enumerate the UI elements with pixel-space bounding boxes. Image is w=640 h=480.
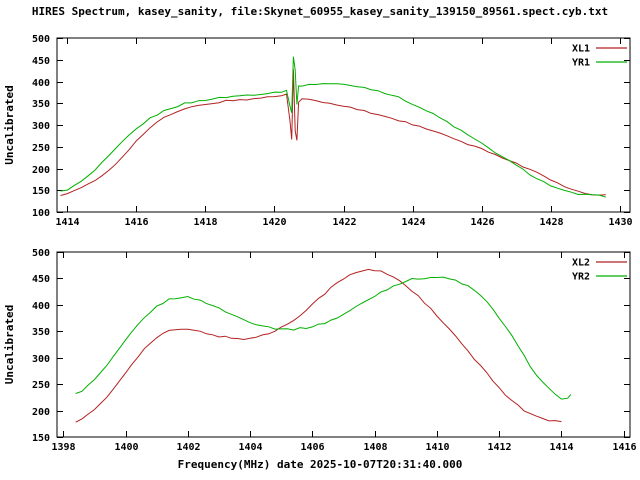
svg-text:350: 350	[32, 99, 50, 110]
svg-text:1420: 1420	[262, 217, 286, 228]
svg-text:150: 150	[32, 186, 50, 197]
spectrum-panel-top: 1414 1416 1418 1420 1422 1424 1426 1428 1430 100 1…	[3, 34, 633, 228]
legend-label-XL2: XL2	[572, 258, 590, 269]
svg-text:150: 150	[32, 433, 50, 444]
svg-text:250: 250	[32, 143, 50, 154]
series-XL2	[75, 268, 562, 423]
chart-title: HIRES Spectrum, kasey_sanity, file:Skyne…	[31, 5, 609, 18]
svg-text:1410: 1410	[425, 442, 449, 453]
svg-text:300: 300	[32, 121, 50, 132]
svg-text:400: 400	[32, 78, 50, 89]
svg-text:350: 350	[32, 327, 50, 338]
svg-text:250: 250	[32, 380, 50, 391]
svg-text:100: 100	[32, 208, 50, 219]
svg-text:1406: 1406	[300, 442, 324, 453]
svg-text:1412: 1412	[487, 442, 511, 453]
y-axis-label: Uncalibrated	[3, 85, 16, 164]
svg-text:1400: 1400	[114, 442, 138, 453]
svg-text:450: 450	[32, 274, 50, 285]
svg-text:1426: 1426	[470, 217, 494, 228]
svg-text:1398: 1398	[51, 442, 75, 453]
svg-text:1414: 1414	[55, 217, 79, 228]
svg-text:500: 500	[32, 248, 50, 259]
x-axis-label: Frequency(MHz) date 2025-10-07T20:31:40.…	[177, 458, 463, 471]
series-XL1	[60, 69, 606, 196]
spectrum-panel-bottom: 1398 1400 1402 1404 1406 1408 1410 1412 1414 1416…	[3, 248, 637, 453]
svg-text:450: 450	[32, 56, 50, 67]
legend-label-YR2: YR2	[572, 272, 590, 283]
svg-text:1422: 1422	[332, 217, 356, 228]
svg-text:1430: 1430	[608, 217, 632, 228]
svg-text:500: 500	[32, 34, 50, 45]
svg-text:200: 200	[32, 165, 50, 176]
svg-text:1416: 1416	[124, 217, 148, 228]
svg-text:200: 200	[32, 407, 50, 418]
legend-label-XL1: XL1	[572, 44, 590, 55]
svg-text:1424: 1424	[401, 217, 425, 228]
svg-text:1428: 1428	[539, 217, 563, 228]
y-axis-label: Uncalibrated	[3, 305, 16, 384]
svg-text:1418: 1418	[193, 217, 217, 228]
series-YR1	[60, 56, 606, 198]
svg-text:300: 300	[32, 354, 50, 365]
svg-text:1408: 1408	[363, 442, 387, 453]
svg-text:400: 400	[32, 301, 50, 312]
svg-text:1402: 1402	[176, 442, 200, 453]
legend-label-YR1: YR1	[572, 58, 590, 69]
svg-text:1416: 1416	[612, 442, 636, 453]
series-YR2	[75, 276, 572, 400]
svg-text:1414: 1414	[549, 442, 573, 453]
svg-text:1404: 1404	[238, 442, 262, 453]
